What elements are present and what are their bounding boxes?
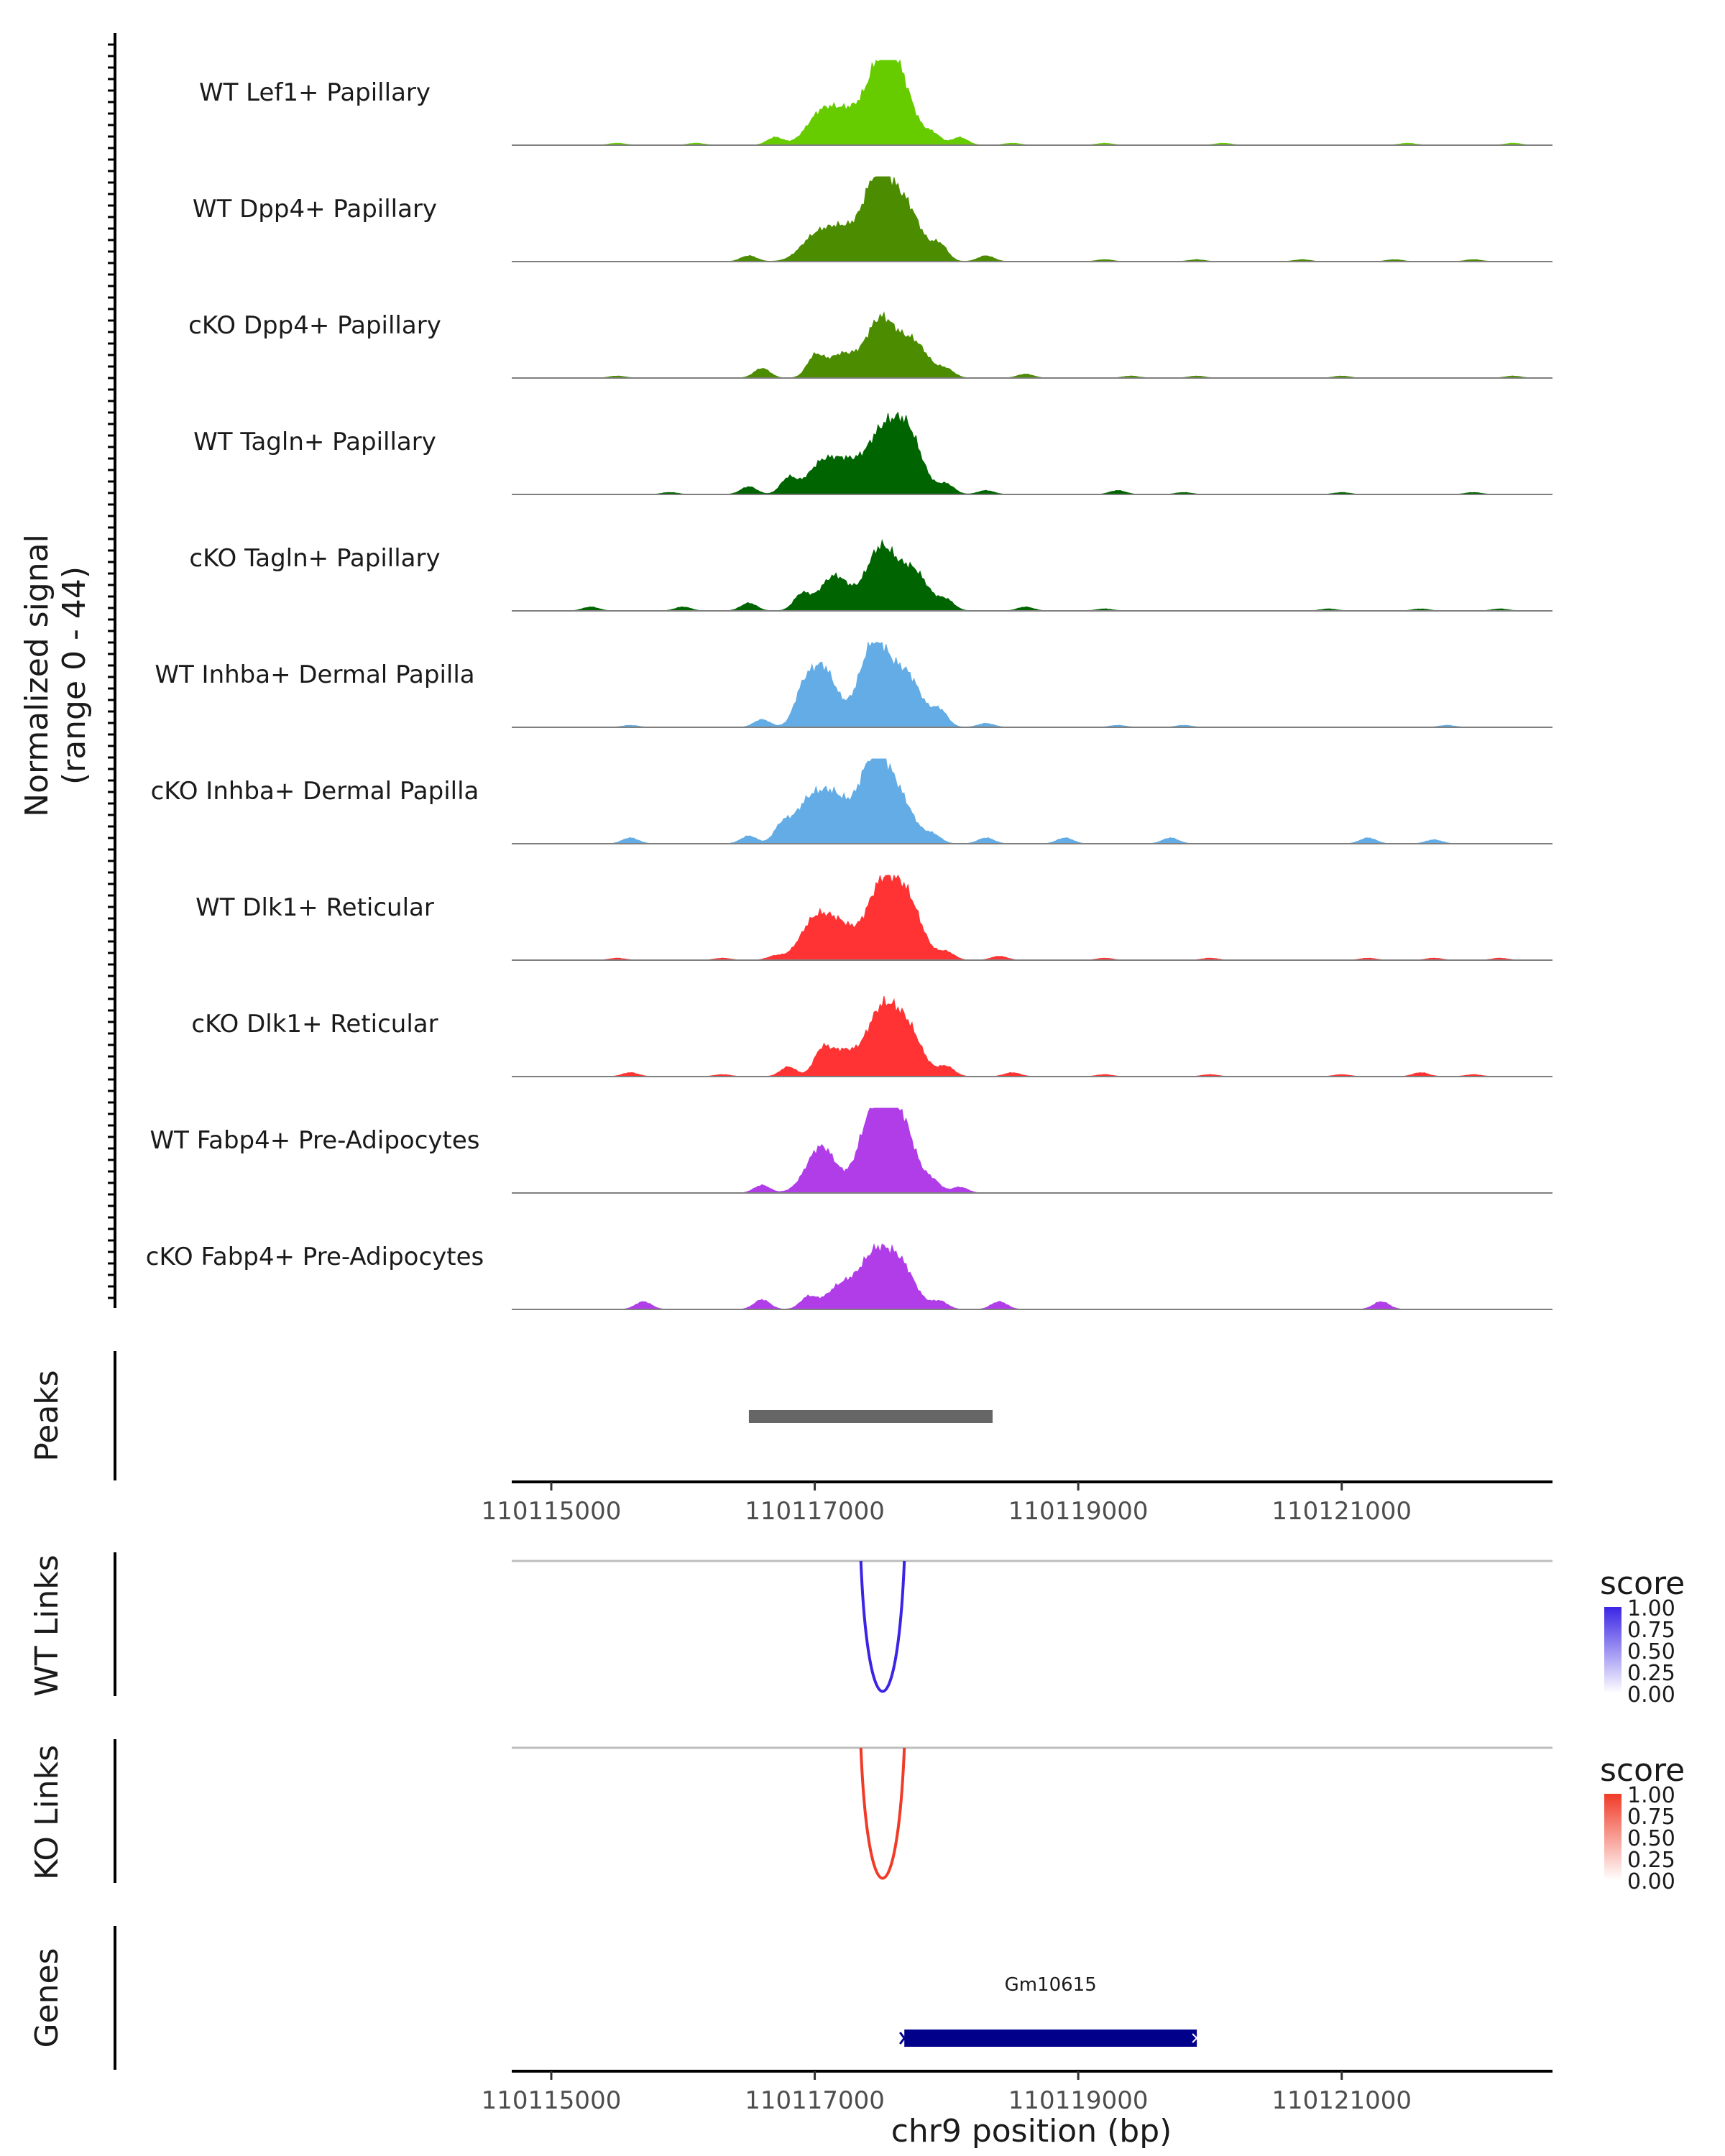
x-axis-title: chr9 position (bp) xyxy=(891,2113,1172,2150)
x-tick-label: 110115000 xyxy=(482,1497,622,1526)
coverage-track: cKO Dlk1+ Reticular xyxy=(191,995,1552,1077)
track-label: WT Dlk1+ Reticular xyxy=(196,893,434,922)
wt-links-label: WT Links xyxy=(29,1554,65,1696)
coverage-area xyxy=(512,641,1552,728)
legend-tick-label: 1.00 xyxy=(1627,1596,1675,1621)
gene-name: Gm10615 xyxy=(1005,1974,1097,1996)
peaks-track: Peaks xyxy=(29,1351,993,1480)
x-tick-label: 110119000 xyxy=(1008,1497,1149,1526)
legend-tick-label: 0.50 xyxy=(1627,1639,1675,1664)
legend-tick-label: 1.00 xyxy=(1627,1783,1675,1808)
track-label: cKO Dlk1+ Reticular xyxy=(191,1010,438,1038)
legend-tick-label: 0.00 xyxy=(1627,1869,1675,1894)
gene-strand-marker xyxy=(899,2032,910,2045)
coverage-track: WT Fabp4+ Pre-Adipocytes xyxy=(150,1107,1552,1194)
coverage-area xyxy=(512,176,1552,262)
track-label: WT Lef1+ Papillary xyxy=(199,78,431,107)
x-axis-top: 110115000 110117000 110119000 110121000 xyxy=(482,1480,1552,1526)
coverage-track: WT Inhba+ Dermal Papilla xyxy=(155,641,1552,728)
coverage-area xyxy=(512,758,1552,844)
coverage-y-ticks xyxy=(108,43,115,1299)
track-label: WT Tagln+ Papillary xyxy=(193,428,436,456)
x-tick-label: 110121000 xyxy=(1271,2086,1412,2115)
coverage-track: cKO Inhba+ Dermal Papilla xyxy=(151,758,1552,844)
track-label: cKO Inhba+ Dermal Papilla xyxy=(151,777,479,806)
x-tick-label: 110117000 xyxy=(745,1497,885,1526)
gene-end-marker xyxy=(1192,2033,1200,2043)
y-axis-title-line2: (range 0 - 44) xyxy=(56,566,93,785)
x-tick-label: 110115000 xyxy=(482,2086,622,2115)
peak-region xyxy=(748,1410,993,1423)
coverage-area xyxy=(512,995,1552,1077)
coverage-track: WT Dlk1+ Reticular xyxy=(196,874,1552,961)
track-label: cKO Dpp4+ Papillary xyxy=(188,311,441,340)
coverage-track: WT Dpp4+ Papillary xyxy=(193,176,1552,262)
legend-colorbar xyxy=(1604,1607,1622,1693)
score-legends: score1.000.750.500.250.00score1.000.750.… xyxy=(1600,1565,1685,1894)
legend-title: score xyxy=(1600,1565,1685,1602)
legend-tick-label: 0.75 xyxy=(1627,1805,1675,1830)
legend-title: score xyxy=(1600,1752,1685,1789)
coverage-area xyxy=(512,411,1552,495)
track-label: cKO Tagln+ Papillary xyxy=(189,544,440,573)
track-label: WT Inhba+ Dermal Papilla xyxy=(155,660,474,689)
x-tick-label: 110119000 xyxy=(1008,2086,1149,2115)
coverage-area xyxy=(512,1243,1552,1310)
link-arc xyxy=(859,1747,906,1880)
coverage-area xyxy=(512,59,1552,146)
wt-links-track: WT Links xyxy=(29,1552,1552,1697)
legend-tick-label: 0.75 xyxy=(1627,1618,1675,1643)
legend-tick-label: 0.25 xyxy=(1627,1661,1675,1686)
coverage-track: cKO Fabp4+ Pre-Adipocytes xyxy=(146,1243,1552,1310)
track-label: WT Fabp4+ Pre-Adipocytes xyxy=(150,1126,480,1155)
legend-colorbar xyxy=(1604,1794,1622,1880)
coverage-area xyxy=(512,311,1552,379)
track-label: cKO Fabp4+ Pre-Adipocytes xyxy=(146,1243,484,1271)
ko-links-label: KO Links xyxy=(29,1745,65,1880)
coverage-area xyxy=(512,1107,1552,1194)
coverage-track: WT Tagln+ Papillary xyxy=(193,411,1552,495)
coverage-track: cKO Tagln+ Papillary xyxy=(189,539,1552,612)
x-tick-label: 110117000 xyxy=(745,2086,885,2115)
track-label: WT Dpp4+ Papillary xyxy=(193,195,437,224)
legend-tick-label: 0.50 xyxy=(1627,1826,1675,1851)
coverage-area xyxy=(512,539,1552,612)
genes-track-label: Genes xyxy=(29,1948,65,2047)
link-arc xyxy=(859,1560,906,1693)
coverage-tracks: WT Lef1+ Papillary WT Dpp4+ Papillary cKO … xyxy=(146,59,1552,1310)
peaks-track-label: Peaks xyxy=(29,1370,65,1461)
coverage-area xyxy=(512,874,1552,961)
x-axis-bottom: 110115000 110117000 110119000 110121000 xyxy=(482,2070,1552,2115)
ko-links-track: KO Links xyxy=(29,1739,1552,1883)
x-tick-label: 110121000 xyxy=(1271,1497,1412,1526)
gene-body xyxy=(904,2030,1197,2047)
legend-tick-label: 0.25 xyxy=(1627,1848,1675,1873)
y-axis-title: Normalized signal (range 0 - 44) xyxy=(19,534,93,817)
coverage-track: WT Lef1+ Papillary xyxy=(199,59,1552,146)
legend-tick-label: 0.00 xyxy=(1627,1682,1675,1708)
peak-regions xyxy=(748,1410,993,1423)
y-axis-title-line1: Normalized signal xyxy=(19,534,55,817)
genes-track: Genes Gm10615 xyxy=(29,1926,1200,2070)
coverage-track: cKO Dpp4+ Papillary xyxy=(188,311,1552,379)
